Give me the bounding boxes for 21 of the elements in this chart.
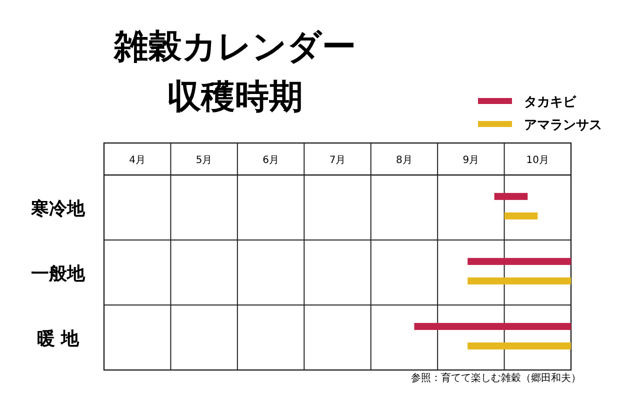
y-tick-label: 一般地 bbox=[31, 264, 86, 284]
y-tick-label: 寒冷地 bbox=[30, 198, 86, 220]
bar bbox=[468, 277, 571, 284]
x-tick-label: 9月 bbox=[462, 155, 480, 166]
x-tick-label: 5月 bbox=[196, 155, 212, 166]
chart-title: 雑穀カレンダー bbox=[113, 27, 356, 67]
bar bbox=[494, 192, 528, 200]
legend-label: アマランサス bbox=[524, 118, 602, 133]
x-tick-label: 6月 bbox=[262, 155, 279, 166]
chart-subtitle: 収穫時期 bbox=[167, 77, 303, 117]
x-tick-label: 4月 bbox=[129, 155, 146, 166]
bar bbox=[504, 212, 538, 220]
text: 参照：育てて楽しむ雑穀（郷田和夫） bbox=[411, 372, 581, 384]
legend-label: タカキビ bbox=[524, 95, 577, 110]
bar bbox=[414, 322, 571, 330]
x-tick-label: 7月 bbox=[329, 155, 346, 166]
bar bbox=[468, 258, 571, 265]
y-tick-label: 暖 地 bbox=[36, 328, 80, 350]
bar bbox=[468, 342, 571, 350]
x-tick-label: 10月 bbox=[526, 155, 550, 166]
x-tick-label: 8月 bbox=[396, 155, 412, 166]
